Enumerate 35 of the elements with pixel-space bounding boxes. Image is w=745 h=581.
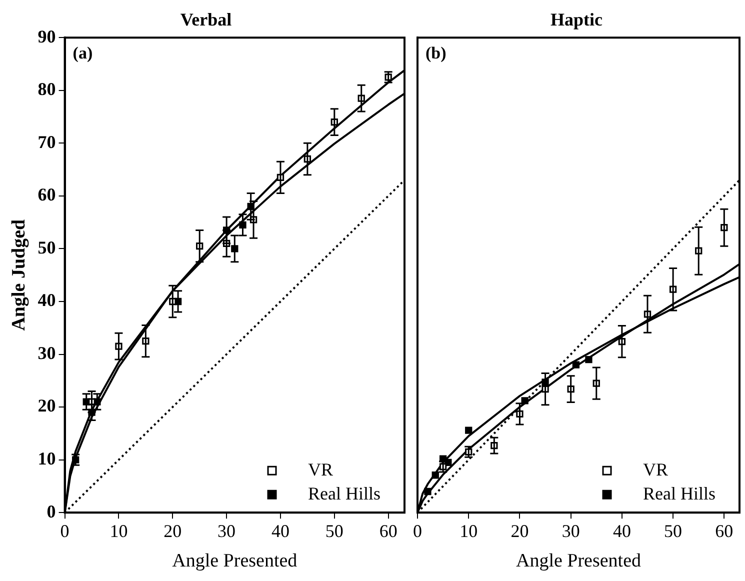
legend-label: Real Hills <box>643 483 716 504</box>
y-tick-label: 70 <box>38 132 56 152</box>
x-tick-label: 0 <box>413 521 422 542</box>
x-tick-label: 40 <box>612 521 631 542</box>
legend-label: VR <box>308 459 334 480</box>
x-axis-title: Angle Presented <box>516 550 642 572</box>
annotation: (b) <box>426 43 446 62</box>
x-tick-label: 60 <box>379 521 398 542</box>
x-tick-label: 30 <box>218 521 236 542</box>
annotation: (a) <box>72 43 93 62</box>
y-axis-title: Angle Judged <box>8 218 30 331</box>
x-axis-title: Angle Presented <box>172 550 298 572</box>
x-tick-label: 40 <box>271 521 290 542</box>
legend-label: VR <box>643 459 668 480</box>
x-tick-label: 0 <box>60 521 70 542</box>
x-tick-label: 50 <box>664 521 682 542</box>
x-tick-label: 20 <box>510 521 529 542</box>
y-tick-label: 60 <box>38 184 56 205</box>
y-tick-label: 30 <box>38 342 56 363</box>
y-tick-label: 0 <box>46 501 56 522</box>
y-tick-label: 10 <box>38 448 56 468</box>
legend-label: Real Hills <box>308 483 381 504</box>
chart-title: Verbal <box>180 9 232 30</box>
chart-title: Haptic <box>550 9 603 30</box>
y-tick-label: 90 <box>38 26 56 46</box>
x-tick-label: 20 <box>164 521 182 542</box>
y-tick-label: 80 <box>38 79 56 100</box>
x-tick-label: 30 <box>562 521 580 542</box>
x-tick-label: 50 <box>325 521 344 542</box>
x-tick-label: 10 <box>110 521 128 542</box>
x-tick-label: 10 <box>460 521 478 542</box>
y-tick-label: 20 <box>38 396 56 416</box>
y-tick-label: 50 <box>38 237 56 258</box>
y-tick-label: 40 <box>38 290 56 310</box>
x-tick-label: 60 <box>715 521 734 542</box>
